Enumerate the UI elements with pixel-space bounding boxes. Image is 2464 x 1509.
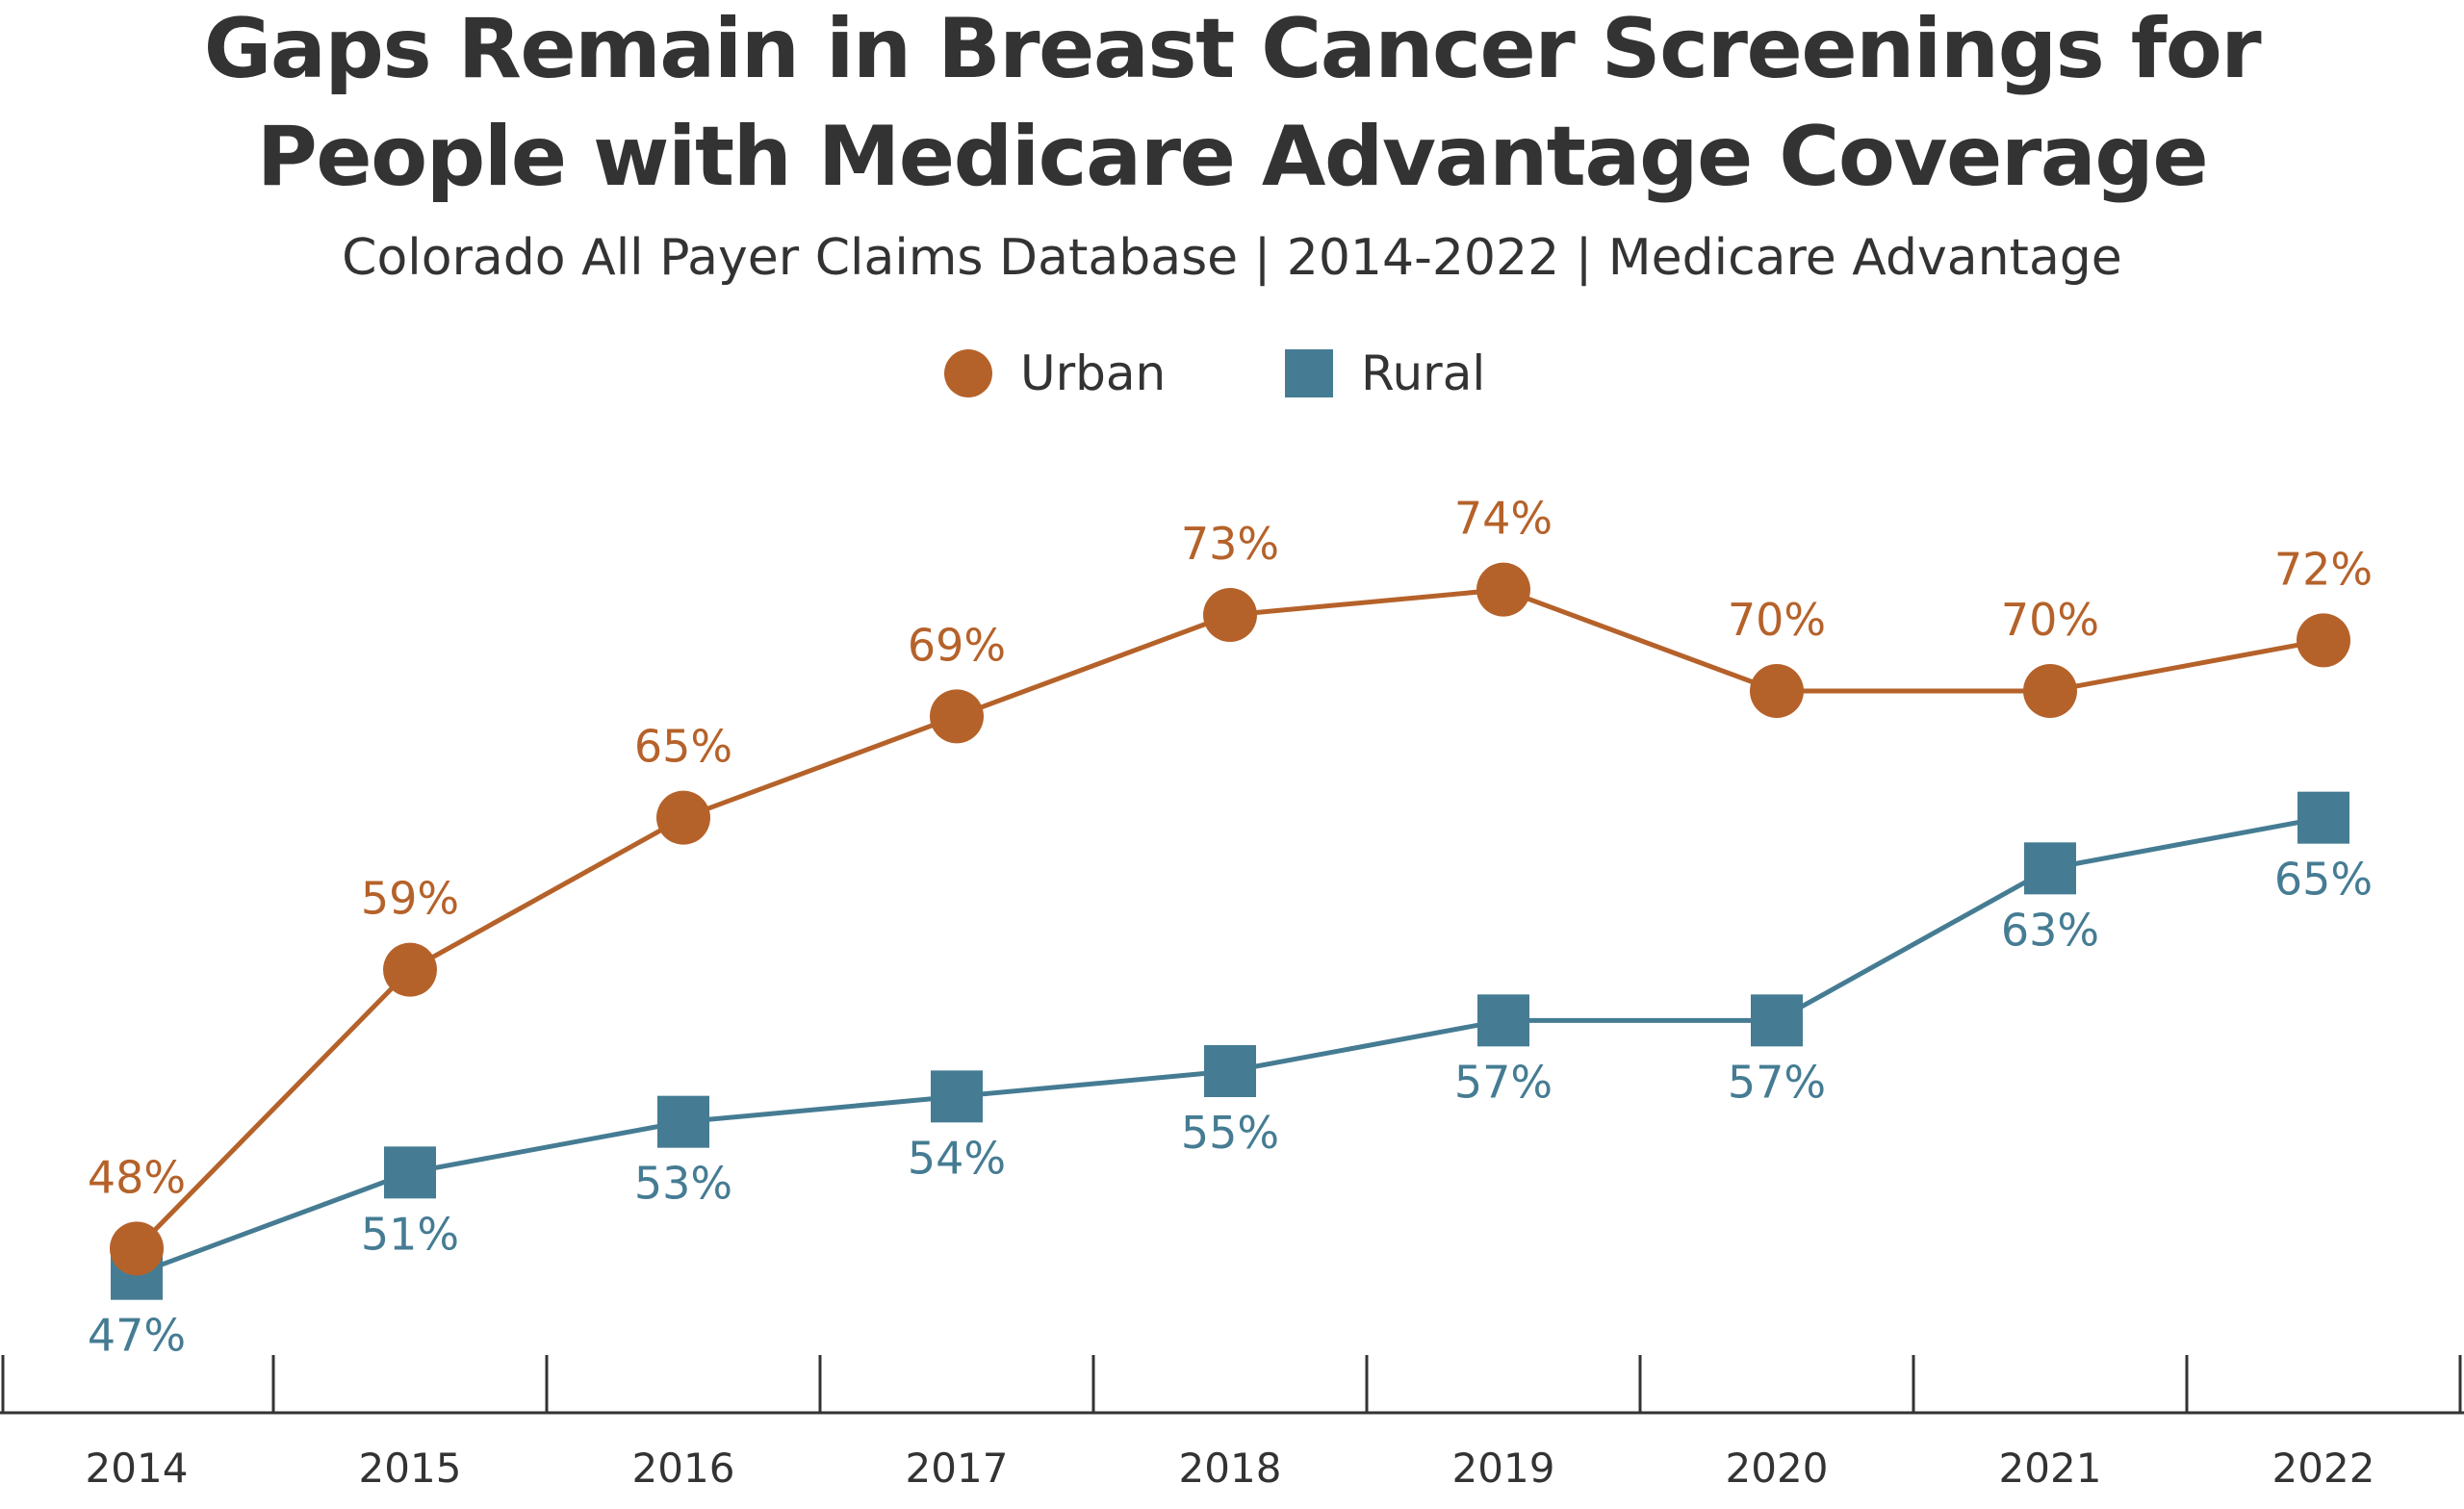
rural-data-label: 55% (1181, 1107, 1279, 1159)
urban-point (656, 790, 710, 845)
urban-data-label: 70% (1728, 594, 1826, 646)
urban-data-label: 70% (2001, 594, 2099, 646)
urban-point (1203, 588, 1257, 642)
x-tick-label: 2020 (1726, 1445, 1829, 1492)
urban-point (2023, 664, 2077, 718)
urban-data-label: 73% (1181, 518, 1279, 570)
urban-data-label: 69% (908, 619, 1006, 671)
urban-data-label: 48% (88, 1151, 186, 1203)
rural-data-label: 63% (2001, 904, 2099, 956)
legend-label-urban: Urban (1020, 345, 1167, 401)
rural-point (1204, 1045, 1256, 1097)
rural-point (2024, 842, 2076, 895)
rural-point (1751, 994, 1803, 1047)
rural-data-label: 57% (1454, 1056, 1553, 1108)
x-tick-label: 2016 (632, 1445, 735, 1492)
chart-subtitle: Colorado All Payer Claims Database | 201… (342, 229, 2122, 287)
x-tick-label: 2014 (86, 1445, 189, 1492)
urban-data-label: 65% (634, 721, 732, 773)
rural-data-label: 57% (1728, 1056, 1826, 1108)
legend-marker-urban (944, 349, 992, 397)
x-tick-label: 2019 (1452, 1445, 1555, 1492)
urban-data-label: 59% (361, 873, 459, 925)
urban-data-label: 74% (1454, 493, 1553, 545)
x-tick-label: 2017 (906, 1445, 1009, 1492)
rural-data-label: 47% (88, 1310, 186, 1362)
x-tick-label: 2018 (1179, 1445, 1282, 1492)
chart-legend: Urban Rural (0, 345, 2464, 402)
urban-point (1750, 664, 1804, 718)
urban-point (383, 942, 437, 997)
rural-point (931, 1070, 983, 1123)
x-tick-label: 2022 (2272, 1445, 2375, 1492)
urban-point (2297, 613, 2350, 668)
urban-point (930, 689, 984, 744)
rural-point (384, 1146, 436, 1199)
rural-point (2297, 791, 2349, 844)
x-tick-label: 2015 (359, 1445, 462, 1492)
urban-point (1476, 562, 1530, 617)
urban-point (110, 1221, 164, 1276)
rural-data-label: 51% (361, 1208, 459, 1260)
legend-label-rural: Rural (1361, 345, 1486, 401)
x-tick-label: 2021 (1999, 1445, 2102, 1492)
chart-title-line-1: Gaps Remain in Breast Cancer Screenings … (203, 1, 2262, 97)
chart-title-line-2: People with Medicare Advantage Coverage (256, 109, 2209, 205)
rural-data-label: 65% (2274, 854, 2373, 906)
rural-point (1477, 994, 1529, 1047)
rural-point (657, 1095, 709, 1148)
legend-marker-rural (1285, 349, 1333, 397)
rural-data-label: 53% (634, 1158, 732, 1210)
urban-data-label: 72% (2274, 543, 2373, 595)
rural-data-label: 54% (908, 1132, 1006, 1184)
